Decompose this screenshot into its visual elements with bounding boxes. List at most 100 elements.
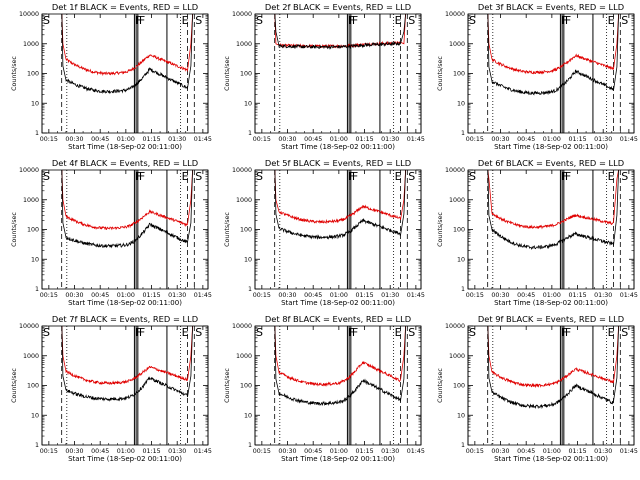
events-series-line (487, 169, 619, 250)
panel-title: Det 2f BLACK = Events, RED = LLD (265, 2, 411, 12)
event-flag-label: E (608, 326, 615, 339)
x-tick-label: 00:45 (517, 136, 535, 143)
y-tick-label: 1 (248, 442, 252, 449)
x-tick-label: 00:45 (304, 448, 322, 455)
y-tick-label: 10 (244, 256, 252, 263)
x-tick-label: 01:00 (543, 292, 561, 299)
y-tick-label: 1 (35, 442, 39, 449)
x-axis-label: Start Time (18-Sep-02 00:11:00) (494, 455, 608, 463)
lld-series-line (274, 325, 406, 387)
detector-panel-3: Det 3f BLACK = Events, RED = LLD 1 10 100 10… (437, 2, 638, 151)
y-tick-label: 1000 (449, 41, 465, 48)
x-tick-label: 00:45 (517, 292, 535, 299)
event-flag-label: F (135, 326, 141, 339)
y-axis-label: Counts/sec (437, 212, 444, 247)
x-tick-label: 01:45 (407, 448, 425, 455)
events-series-line (487, 325, 619, 410)
y-tick-label: 10 (31, 256, 39, 263)
event-flag-label: S (621, 170, 628, 183)
x-tick-label: 01:45 (620, 136, 638, 143)
plot-frame (254, 13, 422, 134)
event-flag-label: F (139, 170, 145, 183)
x-tick-label: 00:15 (40, 136, 58, 143)
event-flag-label: S (195, 326, 202, 339)
x-tick-label: 01:00 (543, 136, 561, 143)
detector-panel-8: Det 8f BLACK = Events, RED = LLD 1 10 100 10… (224, 314, 425, 463)
x-tick-label: 00:45 (91, 448, 109, 455)
event-flag-label: S (621, 14, 628, 27)
event-flag-label: S (408, 170, 415, 183)
detector-panel-9: Det 9f BLACK = Events, RED = LLD 1 10 100 10… (437, 314, 638, 463)
x-tick-label: 01:30 (594, 136, 612, 143)
x-tick-label: 01:15 (142, 136, 160, 143)
event-flag-label: F (348, 14, 354, 27)
x-tick-label: 01:45 (194, 448, 212, 455)
events-series-line (61, 169, 193, 249)
x-tick-label: 00:15 (40, 292, 58, 299)
event-flag-label: E (182, 14, 189, 27)
event-flag-label: F (352, 170, 358, 183)
x-tick-label: 00:15 (253, 136, 271, 143)
y-tick-label: 1 (461, 130, 465, 137)
lld-series-line (61, 13, 193, 77)
x-tick-label: 01:15 (568, 292, 586, 299)
event-flag-label: S (256, 326, 263, 339)
y-tick-label: 100 (27, 227, 39, 234)
x-tick-label: 00:15 (466, 448, 484, 455)
event-flag-label: E (395, 14, 402, 27)
panel-title: Det 9f BLACK = Events, RED = LLD (478, 314, 624, 324)
lld-series-line (487, 13, 619, 75)
x-tick-label: 01:00 (330, 292, 348, 299)
event-flag-label: S (43, 14, 50, 27)
event-flag-label: F (139, 326, 145, 339)
plot-frame (467, 13, 635, 134)
event-flag-label: S (43, 170, 50, 183)
x-tick-label: 00:45 (91, 292, 109, 299)
x-tick-label: 01:45 (194, 136, 212, 143)
event-flag-label: E (182, 326, 189, 339)
event-flag-label: F (348, 170, 354, 183)
detector-panel-5: Det 5f BLACK = Events, RED = LLD 1 10 100 10… (224, 158, 425, 307)
y-axis-label: Counts/sec (224, 368, 231, 403)
x-tick-label: 00:30 (278, 136, 296, 143)
y-axis-label: Counts/sec (437, 56, 444, 91)
x-tick-label: 01:00 (543, 448, 561, 455)
y-tick-label: 100 (240, 71, 252, 78)
y-tick-label: 1000 (236, 353, 252, 360)
y-tick-label: 10000 (445, 167, 465, 174)
x-tick-label: 01:45 (194, 292, 212, 299)
x-tick-label: 00:15 (253, 448, 271, 455)
y-tick-label: 1 (35, 286, 39, 293)
x-axis-label: Start Time (18-Sep-02 00:11:00) (494, 299, 608, 307)
y-axis-label: Counts/sec (437, 368, 444, 403)
x-tick-label: 00:30 (65, 292, 83, 299)
y-tick-label: 100 (453, 71, 465, 78)
x-axis-label: Start Time (18-Sep-02 00:11:00) (281, 143, 395, 151)
event-flag-label: F (135, 14, 141, 27)
lld-series-line (487, 169, 619, 230)
x-tick-label: 01:00 (117, 448, 135, 455)
y-tick-label: 10000 (232, 167, 252, 174)
x-tick-label: 01:45 (620, 292, 638, 299)
event-flag-label: S (469, 326, 476, 339)
x-tick-label: 00:15 (466, 292, 484, 299)
x-tick-label: 01:00 (330, 136, 348, 143)
x-tick-label: 00:45 (304, 292, 322, 299)
y-axis-label: Counts/sec (11, 56, 18, 91)
y-tick-label: 1000 (236, 41, 252, 48)
x-tick-label: 01:15 (142, 292, 160, 299)
event-flag-label: S (469, 14, 476, 27)
x-tick-label: 01:00 (117, 136, 135, 143)
event-flag-label: S (195, 170, 202, 183)
y-tick-label: 1 (461, 286, 465, 293)
detector-panel-7: Det 7f BLACK = Events, RED = LLD 1 10 100 10… (11, 314, 212, 463)
x-tick-label: 00:30 (278, 448, 296, 455)
events-series-line (61, 13, 193, 95)
x-tick-label: 01:15 (355, 136, 373, 143)
panel-title: Det 8f BLACK = Events, RED = LLD (265, 314, 411, 324)
y-axis-label: Counts/sec (11, 368, 18, 403)
event-flag-label: S (256, 14, 263, 27)
x-tick-label: 01:45 (620, 448, 638, 455)
y-tick-label: 1000 (236, 197, 252, 204)
